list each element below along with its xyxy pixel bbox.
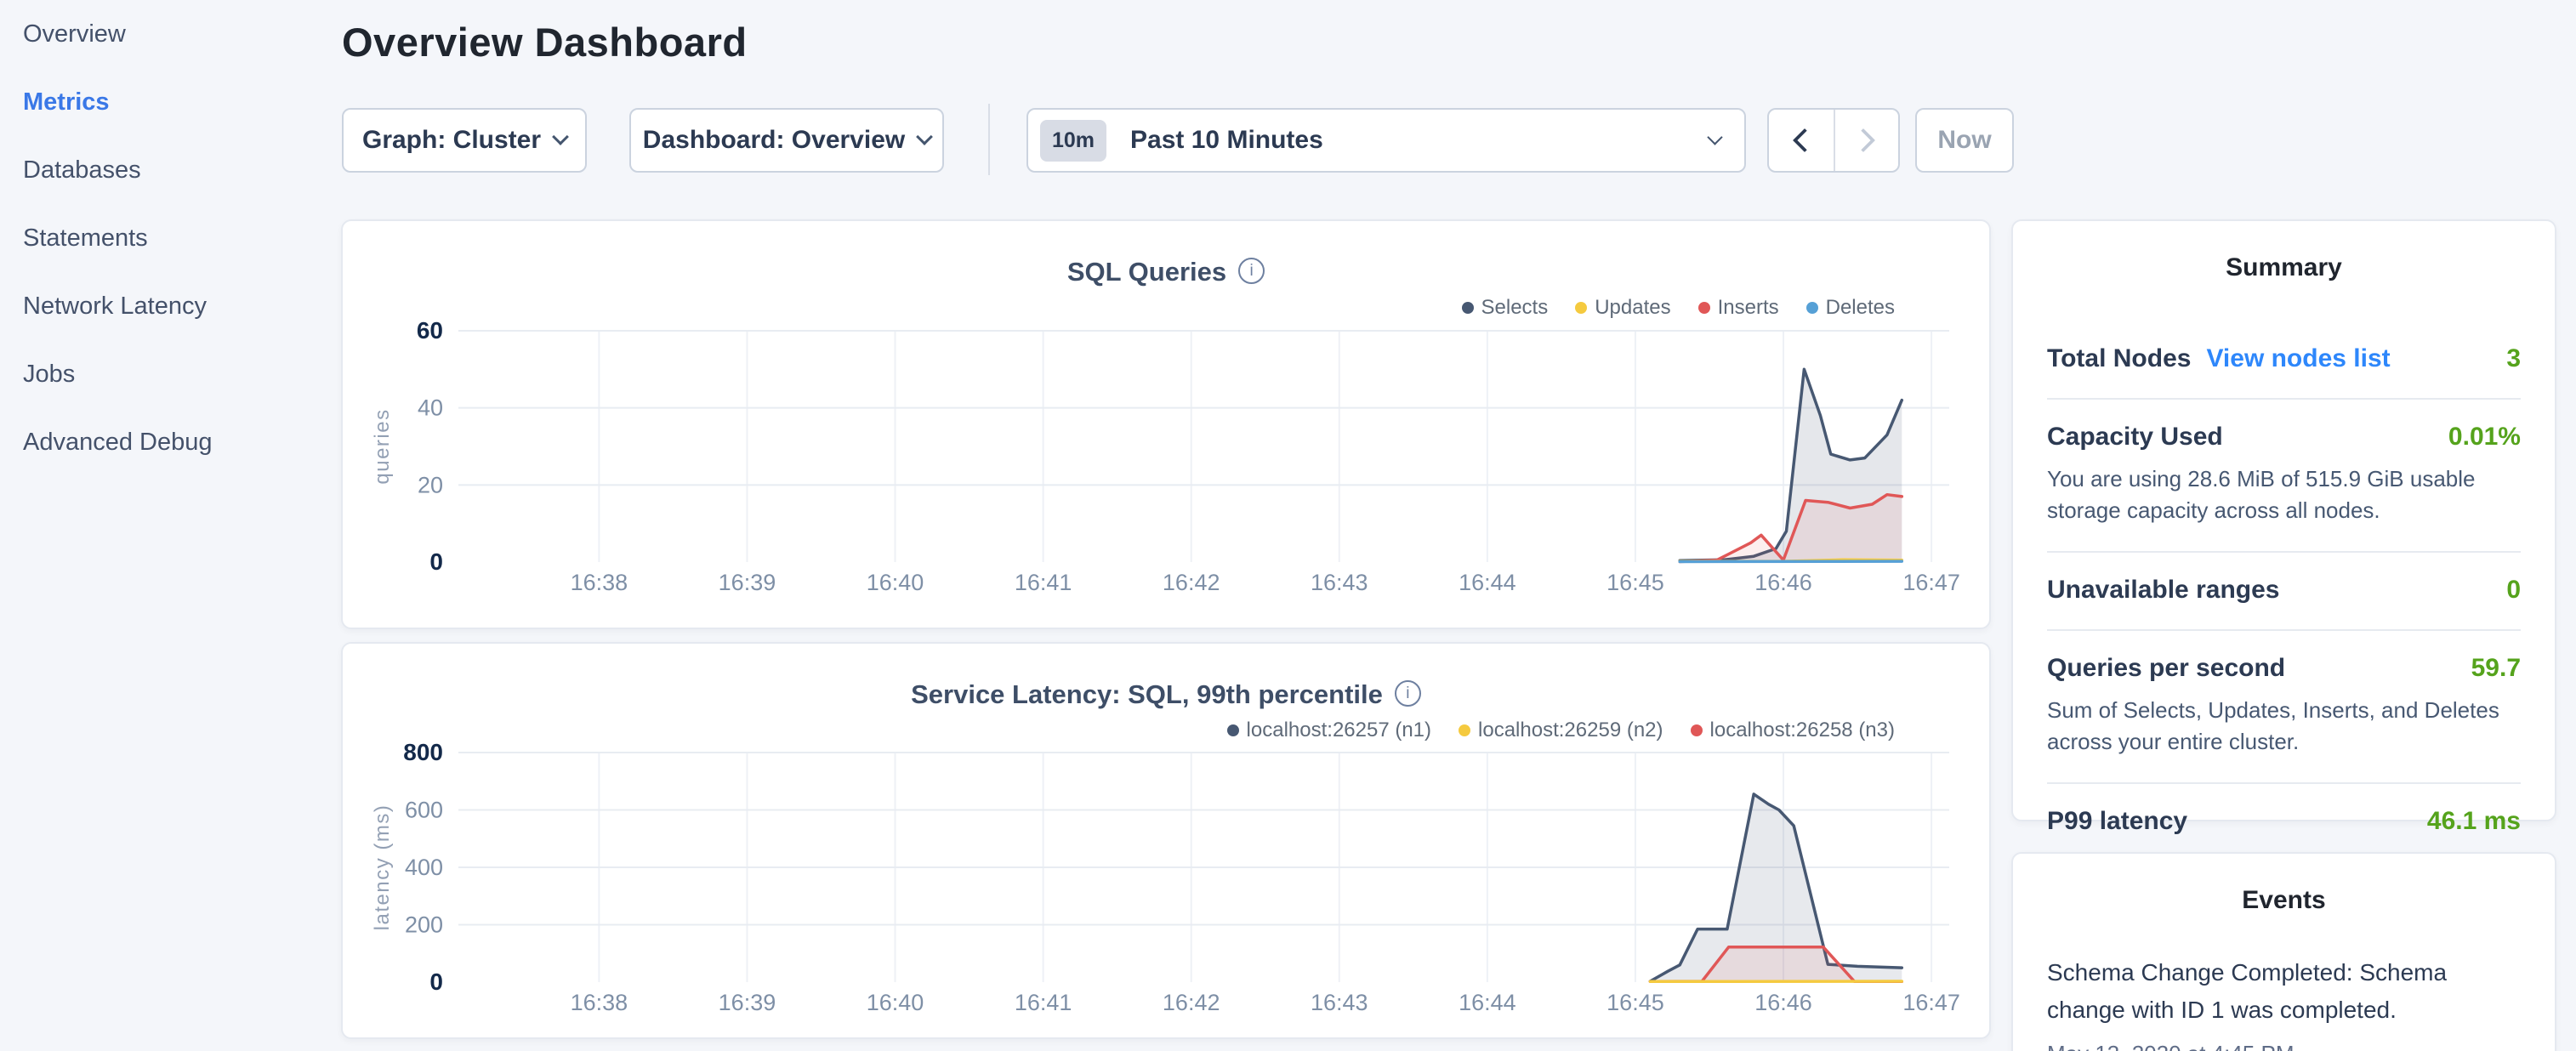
events-panel: Events Schema Change Completed: Schema c… xyxy=(2011,852,2556,1051)
x-tick-label: 16:44 xyxy=(1459,990,1516,1015)
dashboard-dropdown-label: Dashboard: Overview xyxy=(643,126,905,155)
summary-row-queries-per-second: Queries per second 59.7 Sum of Selects, … xyxy=(2047,631,2521,784)
now-button[interactable]: Now xyxy=(1915,108,2014,173)
sidebar-item-label: Overview xyxy=(23,20,126,48)
sidebar-item-overview[interactable]: Overview xyxy=(0,0,340,68)
y-axis-title: queries xyxy=(371,408,394,484)
x-tick-label: 16:43 xyxy=(1311,570,1368,595)
sql-queries-chart-card: SQL Queriesi SelectsUpdatesInsertsDelete… xyxy=(341,219,1991,629)
time-range-label: Past 10 Minutes xyxy=(1130,126,1323,155)
y-tick-label: 60 xyxy=(417,317,443,344)
event-text: Schema Change Completed: Schema change w… xyxy=(2047,954,2521,1029)
time-range-badge: 10m xyxy=(1040,120,1106,162)
time-range-pager xyxy=(1767,108,1900,173)
y-tick-label: 40 xyxy=(418,395,443,421)
summary-row-capacity-used: Capacity Used 0.01% You are using 28.6 M… xyxy=(2047,400,2521,553)
sidebar-item-metrics[interactable]: Metrics xyxy=(0,68,340,136)
summary-panel: Summary Total Nodes View nodes list 3 Ca… xyxy=(2011,219,2556,821)
dashboard-dropdown[interactable]: Dashboard: Overview xyxy=(629,108,944,173)
sidebar-item-label: Advanced Debug xyxy=(23,429,213,457)
y-tick-label: 0 xyxy=(429,969,443,995)
x-tick-label: 16:47 xyxy=(1902,570,1960,595)
summary-row-label: Queries per second xyxy=(2047,654,2285,683)
now-button-label: Now xyxy=(1937,126,1991,155)
sidebar-item-label: Statements xyxy=(23,224,148,253)
sidebar-item-statements[interactable]: Statements xyxy=(0,204,340,272)
chevron-down-icon xyxy=(916,128,933,145)
next-range-button[interactable] xyxy=(1834,110,1898,171)
x-tick-label: 16:45 xyxy=(1606,570,1664,595)
summary-row-p99-latency: P99 latency 46.1 ms xyxy=(2047,784,2521,861)
x-tick-label: 16:42 xyxy=(1163,990,1220,1015)
y-axis-title: latency (ms) xyxy=(371,804,394,931)
x-tick-label: 16:46 xyxy=(1754,990,1812,1015)
sql-queries-plot[interactable]: 16:38 16:39 16:40 16:41 16:42 16:43 16:44 16:45… xyxy=(343,221,1993,631)
previous-range-button[interactable] xyxy=(1769,110,1834,171)
service-latency-chart-card: Service Latency: SQL, 99th percentilei l… xyxy=(341,642,1991,1039)
y-tick-label: 200 xyxy=(405,912,443,938)
x-tick-label: 16:41 xyxy=(1015,570,1072,595)
x-tick-label: 16:39 xyxy=(719,990,776,1015)
x-tick-label: 16:46 xyxy=(1754,570,1812,595)
summary-row-value: 3 xyxy=(2506,344,2521,373)
x-tick-label: 16:47 xyxy=(1902,990,1960,1015)
x-tick-label: 16:38 xyxy=(571,570,628,595)
summary-row-total-nodes: Total Nodes View nodes list 3 xyxy=(2047,321,2521,400)
controls-divider xyxy=(988,104,990,175)
x-tick-label: 16:40 xyxy=(867,570,924,595)
event-timestamp: May 13, 2020 at 4:45 PM xyxy=(2047,1041,2521,1051)
chevron-left-icon xyxy=(1793,128,1817,152)
y-tick-label: 400 xyxy=(405,855,443,880)
summary-row-value: 0 xyxy=(2506,576,2521,605)
summary-row-description: You are using 28.6 MiB of 515.9 GiB usab… xyxy=(2047,463,2521,526)
x-tick-label: 16:44 xyxy=(1459,570,1516,595)
summary-row-label: Capacity Used xyxy=(2047,423,2223,452)
summary-row-value: 0.01% xyxy=(2448,423,2521,452)
sidebar-item-advanced-debug[interactable]: Advanced Debug xyxy=(0,408,340,476)
sidebar-item-jobs[interactable]: Jobs xyxy=(0,340,340,408)
y-tick-label: 20 xyxy=(418,472,443,497)
summary-row-unavailable-ranges: Unavailable ranges 0 xyxy=(2047,553,2521,631)
x-tick-label: 16:45 xyxy=(1606,990,1664,1015)
sidebar-item-label: Metrics xyxy=(23,88,110,116)
sidebar-item-network-latency[interactable]: Network Latency xyxy=(0,272,340,340)
sidebar-item-databases[interactable]: Databases xyxy=(0,136,340,204)
summary-rows: Total Nodes View nodes list 3 Capacity U… xyxy=(2013,321,2555,861)
summary-row-value: 59.7 xyxy=(2471,654,2521,683)
chevron-down-icon xyxy=(552,128,569,145)
events-title: Events xyxy=(2013,854,2555,915)
x-tick-label: 16:43 xyxy=(1311,990,1368,1015)
graph-dropdown-label: Graph: Cluster xyxy=(362,126,541,155)
y-tick-label: 600 xyxy=(405,798,443,823)
chevron-down-icon xyxy=(1707,129,1722,145)
summary-row-value: 46.1 ms xyxy=(2427,807,2521,836)
view-nodes-list-link[interactable]: View nodes list xyxy=(2206,344,2390,373)
summary-row-label: P99 latency xyxy=(2047,807,2187,836)
y-tick-label: 800 xyxy=(403,739,443,765)
x-tick-label: 16:39 xyxy=(719,570,776,595)
chevron-right-icon xyxy=(1851,128,1875,152)
sidebar: Overview Metrics Databases Statements Ne… xyxy=(0,0,340,1051)
service-latency-plot[interactable]: 16:38 16:39 16:40 16:41 16:42 16:43 16:44 16:45… xyxy=(343,644,1993,1041)
event-list-item: Schema Change Completed: Schema change w… xyxy=(2013,954,2555,1051)
page-title: Overview Dashboard xyxy=(342,19,748,65)
y-tick-label: 0 xyxy=(429,548,443,575)
sidebar-item-label: Network Latency xyxy=(23,293,207,321)
sidebar-item-label: Jobs xyxy=(23,361,75,389)
x-tick-label: 16:41 xyxy=(1015,990,1072,1015)
summary-row-description: Sum of Selects, Updates, Inserts, and De… xyxy=(2047,695,2521,758)
x-tick-label: 16:38 xyxy=(571,990,628,1015)
x-tick-label: 16:42 xyxy=(1163,570,1220,595)
sidebar-item-label: Databases xyxy=(23,156,141,185)
time-range-selector[interactable]: 10m Past 10 Minutes xyxy=(1026,108,1746,173)
graph-dropdown[interactable]: Graph: Cluster xyxy=(342,108,587,173)
x-tick-label: 16:40 xyxy=(867,990,924,1015)
summary-row-label: Unavailable ranges xyxy=(2047,576,2279,605)
summary-row-label: Total Nodes xyxy=(2047,344,2191,373)
summary-title: Summary xyxy=(2013,221,2555,282)
